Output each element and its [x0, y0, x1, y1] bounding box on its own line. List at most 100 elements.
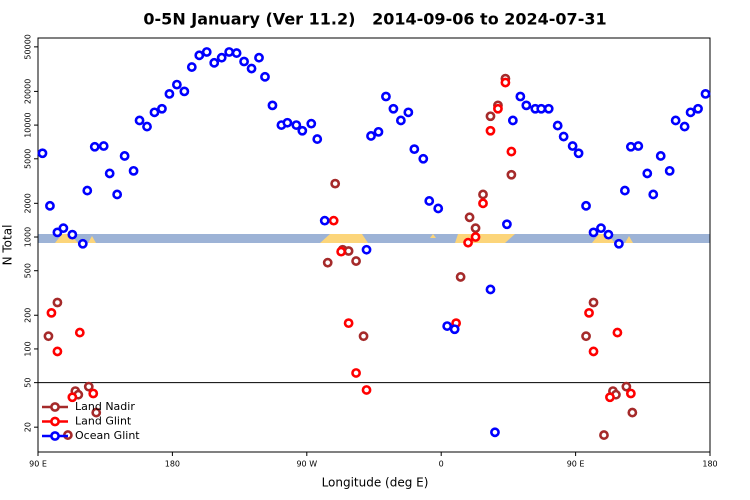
point: [679, 121, 690, 132]
point: [267, 100, 278, 111]
point: [88, 388, 99, 399]
point: [463, 237, 473, 248]
point: [558, 131, 569, 142]
point: [588, 346, 599, 357]
point: [89, 141, 100, 152]
point: [470, 223, 481, 234]
point: [424, 196, 435, 206]
point: [403, 107, 414, 118]
point: [98, 141, 109, 151]
y-tick-label: 50000: [24, 34, 33, 59]
legend-label: Land Glint: [75, 415, 132, 428]
point: [485, 125, 496, 136]
point: [543, 103, 554, 114]
point: [418, 153, 429, 164]
point: [297, 125, 308, 136]
point: [506, 169, 517, 180]
y-tick-label: 20000: [24, 79, 33, 104]
point: [328, 215, 339, 226]
x-tick-label: 90 E: [567, 460, 585, 469]
point: [449, 324, 460, 335]
point: [74, 327, 85, 338]
y-axis-label: N Total: [1, 225, 15, 266]
point: [485, 111, 496, 122]
x-tick-label: 90 E: [29, 460, 47, 469]
point: [581, 331, 591, 342]
point: [664, 165, 675, 176]
x-tick-label: 90 W: [296, 460, 317, 469]
point: [179, 86, 190, 97]
point: [619, 185, 630, 196]
point: [625, 388, 636, 399]
point: [186, 62, 197, 72]
point: [464, 212, 475, 223]
point: [515, 91, 526, 102]
point: [521, 100, 532, 111]
point: [306, 118, 317, 129]
point: [455, 272, 466, 282]
legend-marker: [50, 431, 60, 441]
point: [52, 297, 63, 308]
point: [149, 107, 160, 118]
point: [119, 151, 130, 161]
point: [603, 229, 614, 240]
point: [552, 120, 563, 131]
point: [142, 121, 152, 132]
point: [157, 103, 167, 114]
point: [490, 427, 500, 438]
point: [614, 238, 624, 249]
plot-frame: [37, 37, 711, 453]
point: [91, 407, 102, 418]
point: [485, 284, 496, 295]
point: [104, 168, 115, 179]
point: [201, 47, 212, 57]
point: [584, 307, 594, 318]
chart-title: 0-5N January (Ver 11.2) 2014-09-06 to 20…: [143, 10, 606, 29]
point: [685, 107, 696, 118]
point: [478, 198, 488, 209]
y-tick-label: 1000: [24, 227, 33, 247]
point: [343, 318, 354, 329]
y-tick-label: 50: [24, 378, 33, 388]
y-tick-label: 2000: [24, 193, 33, 213]
point: [194, 50, 205, 61]
point: [83, 381, 94, 392]
point: [291, 120, 302, 130]
x-tick-label: 180: [702, 460, 717, 469]
point: [67, 392, 78, 403]
point: [319, 215, 330, 226]
point: [381, 91, 391, 102]
point: [336, 246, 347, 257]
point: [231, 48, 242, 58]
point: [282, 117, 293, 128]
point: [507, 115, 518, 126]
legend-label: Land Nadir: [75, 400, 135, 413]
point: [312, 134, 323, 144]
point: [216, 52, 227, 63]
point: [625, 141, 636, 152]
point: [37, 148, 48, 159]
y-tick-label: 10000: [24, 112, 33, 137]
point: [588, 227, 599, 238]
x-axis-label: Longitude (deg E): [322, 476, 429, 490]
point: [588, 297, 599, 308]
y-tick-label: 20: [24, 422, 33, 432]
point: [46, 307, 57, 318]
point: [67, 229, 78, 240]
legend-label: Ocean Glint: [75, 429, 140, 442]
point: [373, 126, 384, 137]
point: [536, 103, 547, 114]
point: [599, 430, 609, 440]
point: [478, 189, 488, 200]
point: [171, 79, 182, 90]
point: [366, 131, 376, 141]
point: [596, 223, 606, 234]
point: [239, 56, 249, 67]
x-tick-label: 0: [439, 460, 444, 469]
point: [655, 151, 666, 161]
y-tick-label: 500: [24, 263, 33, 278]
point: [642, 168, 653, 179]
point: [351, 368, 361, 378]
y-tick-label: 200: [24, 308, 33, 323]
